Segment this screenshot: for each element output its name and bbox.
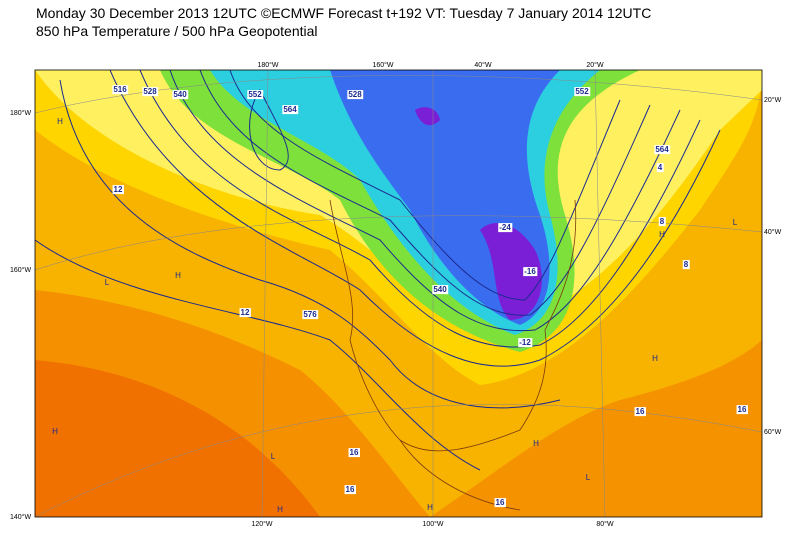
label-background	[344, 485, 356, 495]
pressure-center: L	[271, 452, 276, 461]
contour-label: -12	[519, 338, 531, 347]
pressure-center: H	[57, 117, 63, 126]
bottom-label: 120°W	[251, 520, 272, 528]
left-label: 180°W	[10, 109, 31, 117]
right-label: 60°W	[764, 428, 782, 436]
contour-label: 12	[114, 185, 123, 194]
label-background	[654, 145, 671, 155]
contour-label: 12	[241, 308, 250, 317]
pressure-center: L	[733, 218, 738, 227]
contour-label: 8	[660, 217, 665, 226]
contour-label: 16	[636, 407, 645, 416]
contour-label: 16	[496, 498, 505, 507]
contour-label: 8	[684, 260, 689, 269]
subtitle: 850 hPa Temperature / 500 hPa Geopotenti…	[36, 23, 318, 39]
top-label: 160°W	[372, 61, 393, 69]
contour-label: 528	[348, 90, 362, 99]
label-background	[634, 407, 646, 417]
label-background	[682, 260, 690, 270]
map-frame	[34, 69, 763, 518]
contour-label: 564	[283, 105, 297, 114]
pressure-center: H	[52, 427, 58, 436]
bottom-label: 100°W	[422, 520, 443, 528]
contour-label: 576	[303, 310, 317, 319]
pressure-center: L	[105, 278, 110, 287]
pressure-center: H	[277, 505, 283, 514]
pressure-center: H	[427, 503, 433, 512]
label-background	[498, 223, 513, 233]
pressure-center: H	[659, 230, 665, 239]
temperature-field	[35, 70, 762, 517]
label-background	[112, 185, 124, 195]
top-label: 40°W	[474, 61, 492, 69]
top-label: 180°W	[257, 61, 278, 69]
pressure-center: H	[533, 439, 539, 448]
label-background	[347, 90, 364, 100]
pressure-center: H	[652, 354, 658, 363]
pressure-center: L	[586, 473, 591, 482]
label-background	[348, 448, 360, 458]
label-background	[658, 217, 666, 227]
right-label: 20°W	[764, 96, 782, 104]
label-background	[282, 105, 299, 115]
contour-label: 16	[738, 405, 747, 414]
contour-label: 540	[173, 90, 187, 99]
label-background	[302, 310, 319, 320]
left-label: 160°W	[10, 266, 31, 274]
geopotential-contours	[35, 70, 721, 471]
label-background	[172, 90, 189, 100]
contour-label: 528	[143, 87, 157, 96]
contour-label: -24	[499, 223, 511, 232]
pressure-center: H	[175, 271, 181, 280]
label-background	[523, 267, 538, 277]
contour-label: 16	[346, 485, 355, 494]
contour-label: 564	[655, 145, 669, 154]
label-background	[494, 498, 506, 508]
contour-label: 16	[350, 448, 359, 457]
label-background	[142, 87, 159, 97]
contour-label: 552	[575, 87, 589, 96]
contour-label: 516	[113, 85, 127, 94]
label-background	[432, 285, 449, 295]
label-background	[112, 85, 129, 95]
top-label: 20°W	[586, 61, 604, 69]
label-background	[574, 87, 591, 97]
right-label: 40°W	[764, 228, 782, 236]
label-background	[736, 405, 748, 415]
left-label: 140°W	[10, 513, 31, 521]
label-background	[239, 308, 251, 318]
contour-label: 552	[248, 90, 262, 99]
contour-label: -16	[524, 267, 536, 276]
label-background	[518, 338, 533, 348]
contour-label: 4	[658, 163, 663, 172]
label-background	[656, 163, 664, 173]
label-background	[247, 90, 264, 100]
graticule	[35, 70, 762, 517]
contour-label: 540	[433, 285, 447, 294]
bottom-label: 80°W	[596, 520, 614, 528]
title: Monday 30 December 2013 12UTC ©ECMWF For…	[36, 5, 652, 21]
